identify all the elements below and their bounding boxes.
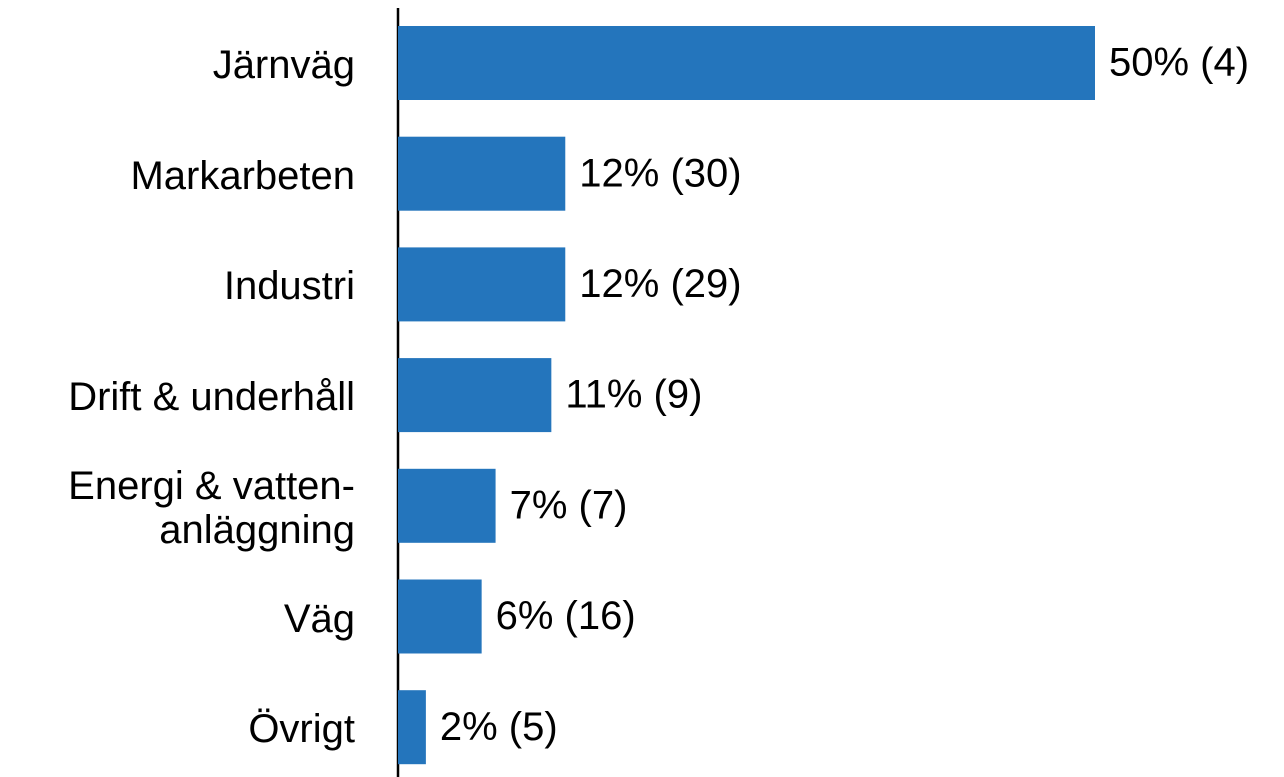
- bar: [398, 358, 552, 433]
- data-label: 6% (16): [496, 594, 636, 638]
- data-label: 7% (7): [510, 483, 628, 527]
- category-label: Markarbeten: [130, 153, 355, 198]
- data-label: 50% (4): [1109, 41, 1249, 85]
- bar: [398, 468, 496, 543]
- data-label: 2% (5): [440, 705, 558, 749]
- category-label: Väg: [283, 596, 355, 641]
- category-label: Övrigt: [248, 707, 355, 752]
- data-label: 12% (29): [579, 262, 741, 306]
- data-label: 12% (30): [579, 151, 741, 195]
- bar: [398, 690, 426, 765]
- category-label: Energi & vatten- anläggning: [68, 463, 355, 552]
- bar: [398, 579, 482, 654]
- category-label: Drift & underhåll: [68, 375, 355, 420]
- bar: [398, 26, 1095, 100]
- bar: [398, 247, 566, 322]
- data-label: 11% (9): [565, 373, 702, 417]
- bar: [398, 136, 566, 211]
- category-label: Industri: [223, 264, 355, 309]
- category-label: Järnväg: [212, 43, 355, 87]
